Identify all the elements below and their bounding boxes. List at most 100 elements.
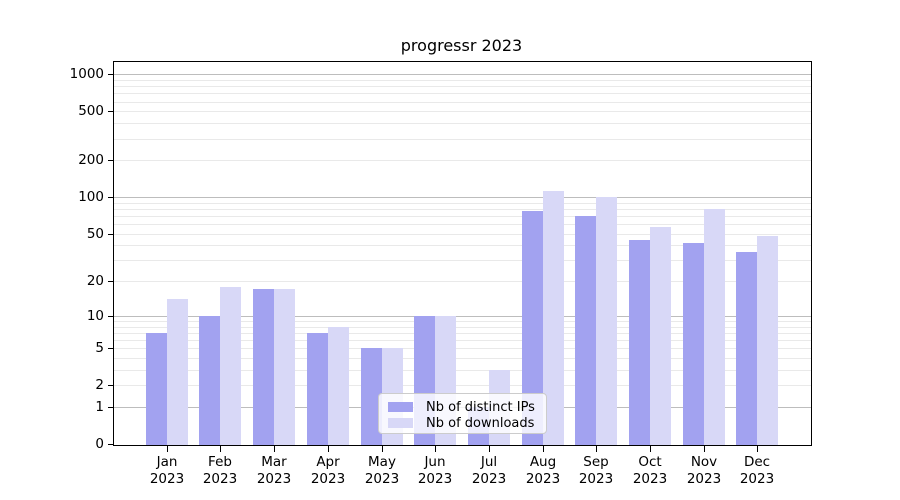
- chart-title: progressr 2023: [400, 36, 523, 55]
- bar-nb-of-downloads-feb: [220, 287, 241, 445]
- gridline-major: [114, 197, 811, 198]
- x-axis-tick-label-sep: Sep 2023: [578, 454, 614, 487]
- gridline-minor: [114, 139, 811, 140]
- x-axis-tick-mark: [757, 446, 758, 452]
- gridline-minor: [114, 111, 811, 112]
- legend-item-nb-of-downloads: Nb of downloads: [379, 415, 546, 431]
- x-axis-tick-label-feb: Feb 2023: [202, 454, 238, 487]
- bar-nb-of-distinct-ips-sep: [575, 216, 596, 445]
- y-axis-tick-mark: [108, 316, 114, 317]
- bar-nb-of-distinct-ips-may: [361, 348, 382, 445]
- bar-nb-of-distinct-ips-feb: [199, 316, 220, 445]
- gridline-minor: [114, 333, 811, 334]
- gridline-minor: [114, 234, 811, 235]
- bar-nb-of-downloads-apr: [328, 327, 349, 445]
- legend-item-nb-of-distinct-ips: Nb of distinct IPs: [379, 399, 546, 415]
- y-axis-tick-label: 20: [86, 273, 104, 289]
- x-axis-tick-mark: [543, 446, 544, 452]
- x-axis-tick-label-may: May 2023: [364, 454, 400, 487]
- y-axis-tick-label: 5: [95, 340, 104, 356]
- gridline-minor: [114, 321, 811, 322]
- bar-nb-of-distinct-ips-nov: [683, 243, 704, 445]
- bar-nb-of-distinct-ips-mar: [253, 289, 274, 445]
- x-axis-tick-label-dec: Dec 2023: [739, 454, 775, 487]
- y-axis-tick-label: 2: [95, 377, 104, 393]
- x-axis-tick-mark: [328, 446, 329, 452]
- x-axis-tick-label-aug: Aug 2023: [525, 454, 561, 487]
- y-axis-tick-label: 1: [95, 399, 104, 415]
- y-axis-tick-mark: [108, 160, 114, 161]
- gridline-minor: [114, 203, 811, 204]
- y-axis-tick-mark: [108, 407, 114, 408]
- y-axis-tick-mark: [108, 234, 114, 235]
- gridline-major: [114, 74, 811, 75]
- x-axis-tick-mark: [220, 446, 221, 452]
- legend-label: Nb of downloads: [426, 415, 535, 431]
- bar-nb-of-distinct-ips-dec: [736, 252, 757, 445]
- gridline-minor: [114, 358, 811, 359]
- gridline-minor: [114, 86, 811, 87]
- x-axis-tick-label-apr: Apr 2023: [310, 454, 346, 487]
- y-axis-tick-label: 100: [78, 189, 104, 205]
- plot-area: 0 1 2 5 10 20 50 100 200 500 1000 Jan 2023 Feb 2023…: [70, 61, 812, 487]
- gridline-minor: [114, 216, 811, 217]
- y-axis-tick-mark: [108, 197, 114, 198]
- gridline-minor: [114, 160, 811, 161]
- y-axis-tick-mark: [108, 281, 114, 282]
- gridline-minor: [114, 340, 811, 341]
- x-axis-tick-label-jun: Jun 2023: [417, 454, 453, 487]
- bar-nb-of-distinct-ips-oct: [629, 240, 650, 445]
- legend: Nb of distinct IPs Nb of downloads: [378, 393, 547, 434]
- y-axis-tick-mark: [108, 74, 114, 75]
- gridline-minor: [114, 348, 811, 349]
- gridline-minor: [114, 245, 811, 246]
- y-axis-tick-mark: [108, 111, 114, 112]
- y-axis-tick-label: 1000: [69, 66, 104, 82]
- x-axis-tick-label-jan: Jan 2023: [149, 454, 185, 487]
- gridline-major: [114, 316, 811, 317]
- bar-nb-of-distinct-ips-aug: [522, 211, 543, 445]
- legend-label: Nb of distinct IPs: [426, 399, 535, 415]
- gridline-minor: [114, 123, 811, 124]
- x-axis-tick-mark: [650, 446, 651, 452]
- y-axis-tick-mark: [108, 348, 114, 349]
- gridline-minor: [114, 224, 811, 225]
- gridline-minor: [114, 209, 811, 210]
- bar-nb-of-distinct-ips-jan: [146, 333, 167, 445]
- x-axis-tick-mark: [382, 446, 383, 452]
- bar-nb-of-downloads-nov: [704, 209, 725, 445]
- bar-nb-of-downloads-oct: [650, 227, 671, 445]
- y-axis-tick-mark: [108, 444, 114, 445]
- bar-nb-of-distinct-ips-apr: [307, 333, 328, 445]
- x-axis-tick-mark: [596, 446, 597, 452]
- y-axis-tick-mark: [108, 385, 114, 386]
- bar-nb-of-downloads-aug: [543, 191, 564, 445]
- x-axis-tick-label-mar: Mar 2023: [256, 454, 292, 487]
- y-axis-tick-label: 10: [86, 308, 104, 324]
- y-axis-tick-label: 50: [86, 226, 104, 242]
- gridline-minor: [114, 102, 811, 103]
- gridline-minor: [114, 370, 811, 371]
- gridline-minor: [114, 93, 811, 94]
- legend-swatch-icon: [388, 418, 413, 428]
- gridline-minor: [114, 327, 811, 328]
- y-axis-tick-label: 500: [78, 103, 104, 119]
- y-axis-tick-label: 200: [78, 152, 104, 168]
- gridline-minor: [114, 80, 811, 81]
- x-axis-tick-mark: [704, 446, 705, 452]
- gridline-minor: [114, 260, 811, 261]
- bar-nb-of-downloads-jan: [167, 299, 188, 445]
- bar-nb-of-downloads-mar: [274, 289, 295, 445]
- y-axis-tick-label: 0: [95, 436, 104, 452]
- gridline-minor: [114, 385, 811, 386]
- x-axis-tick-label-jul: Jul 2023: [471, 454, 507, 487]
- legend-swatch-icon: [388, 402, 413, 412]
- bar-nb-of-downloads-sep: [596, 197, 617, 445]
- x-axis-tick-mark: [167, 446, 168, 452]
- x-axis-tick-mark: [435, 446, 436, 452]
- x-axis-tick-label-oct: Oct 2023: [632, 454, 668, 487]
- x-axis-tick-mark: [274, 446, 275, 452]
- bar-nb-of-downloads-dec: [757, 236, 778, 445]
- x-axis-tick-mark: [489, 446, 490, 452]
